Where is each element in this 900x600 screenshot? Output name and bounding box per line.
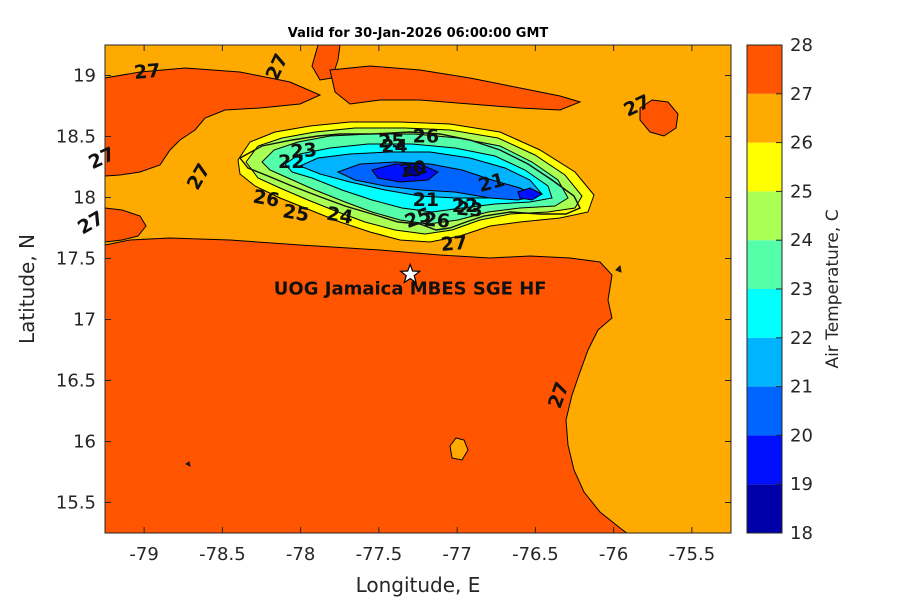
contour-label: 22 bbox=[452, 195, 478, 217]
colorbar-swatch bbox=[747, 142, 782, 192]
y-tick-label: 18.5 bbox=[56, 127, 96, 148]
star-icon bbox=[399, 262, 422, 284]
colorbar-title: Air Temperature, C bbox=[823, 209, 843, 368]
colorbar-swatch bbox=[747, 386, 782, 436]
y-axis-ticks: 15.5 16 16.5 17 17.5 18 18.5 19 bbox=[56, 66, 731, 514]
y-tick-label: 16 bbox=[73, 432, 96, 453]
colorbar-swatch bbox=[747, 435, 782, 485]
x-tick-label: -76.5 bbox=[512, 544, 559, 565]
contour-region-27-south bbox=[105, 237, 628, 533]
contour-label: 25 bbox=[378, 130, 404, 152]
x-tick-label: -78 bbox=[286, 544, 315, 565]
contour-label: 21 bbox=[413, 189, 439, 211]
contour-region-27-northwest bbox=[105, 67, 322, 177]
contour-label: 27 bbox=[133, 60, 161, 84]
plot-frame bbox=[104, 44, 732, 534]
station-label: UOG Jamaica MBES SGE HF bbox=[274, 278, 547, 299]
colorbar-swatch bbox=[747, 191, 782, 241]
contour-region-19-east bbox=[517, 187, 544, 201]
colorbar-tick-label: 18 bbox=[790, 523, 813, 544]
y-tick-label: 18 bbox=[73, 188, 96, 209]
y-tick-label: 19 bbox=[73, 66, 96, 87]
colorbar-swatch bbox=[747, 289, 782, 338]
colorbar-swatch bbox=[747, 240, 782, 289]
contour-label: 26 bbox=[251, 186, 281, 212]
contour-label: 22 bbox=[278, 151, 304, 173]
y-tick-label: 15.5 bbox=[56, 493, 96, 514]
colorbar-tick-label: 21 bbox=[790, 377, 813, 398]
contour-region-27-northeast bbox=[639, 99, 679, 137]
x-tick-label: -76 bbox=[599, 544, 628, 565]
coastline-jamaica bbox=[238, 131, 581, 231]
colorbar-tick-label: 20 bbox=[790, 425, 813, 446]
colorbar-tick-label: 19 bbox=[790, 474, 813, 495]
colorbar-swatch bbox=[747, 484, 782, 533]
contour-region-27-islet bbox=[449, 437, 469, 461]
colorbar: 18 19 20 21 22 23 24 25 26 27 28 bbox=[746, 35, 813, 544]
colorbar-tick-label: 28 bbox=[790, 35, 813, 56]
contour-label: 27 bbox=[74, 207, 108, 239]
x-axis-ticks: -79 -78.5 -78 -77.5 -77 -76.5 -76 -75.5 bbox=[129, 45, 715, 565]
contour-label: 24 bbox=[381, 135, 407, 157]
contour-label: 27 bbox=[440, 232, 468, 256]
contour-region-27-west-lobe bbox=[105, 207, 147, 243]
station-layer: UOG Jamaica MBES SGE HF bbox=[274, 262, 547, 299]
colorbar-swatch bbox=[747, 337, 782, 387]
contour-region-18 bbox=[403, 165, 428, 177]
contour-label: 25 bbox=[281, 200, 311, 226]
x-tick-label: -78.5 bbox=[199, 544, 246, 565]
plot-title: Valid for 30-Jan-2026 06:00:00 GMT bbox=[288, 26, 549, 41]
x-tick-label: -75.5 bbox=[669, 544, 716, 565]
colorbar-tick-label: 26 bbox=[790, 133, 813, 154]
colorbar-tick-label: 24 bbox=[790, 230, 813, 251]
contour-label: 23 bbox=[290, 139, 318, 163]
coastline-islet bbox=[615, 264, 622, 273]
contour-region-27-north-lobe bbox=[329, 65, 582, 111]
y-axis-title: Latitude, N bbox=[15, 234, 39, 344]
colorbar-tick-label: 23 bbox=[790, 279, 813, 300]
contour-label: 24 bbox=[325, 203, 355, 229]
x-tick-label: -79 bbox=[129, 544, 158, 565]
y-tick-label: 17 bbox=[73, 310, 96, 331]
colorbar-tick-label: 25 bbox=[790, 181, 813, 202]
coastline-islet-2 bbox=[185, 461, 191, 467]
x-tick-label: -77.5 bbox=[356, 544, 403, 565]
colorbar-swatch bbox=[747, 93, 782, 143]
contour-label: 26 bbox=[423, 209, 451, 233]
contour-label: 26 bbox=[413, 126, 439, 148]
colorbar-tick-label: 22 bbox=[790, 328, 813, 349]
colorbar-tick-label: 27 bbox=[790, 84, 813, 105]
colorbar-swatch bbox=[747, 45, 782, 94]
contour-label: 23 bbox=[456, 198, 484, 222]
x-tick-label: -77 bbox=[442, 544, 471, 565]
y-tick-label: 16.5 bbox=[56, 371, 96, 392]
contour-label: 20 bbox=[398, 156, 428, 182]
y-tick-label: 17.5 bbox=[56, 249, 96, 270]
x-axis-title: Longitude, E bbox=[356, 573, 481, 597]
